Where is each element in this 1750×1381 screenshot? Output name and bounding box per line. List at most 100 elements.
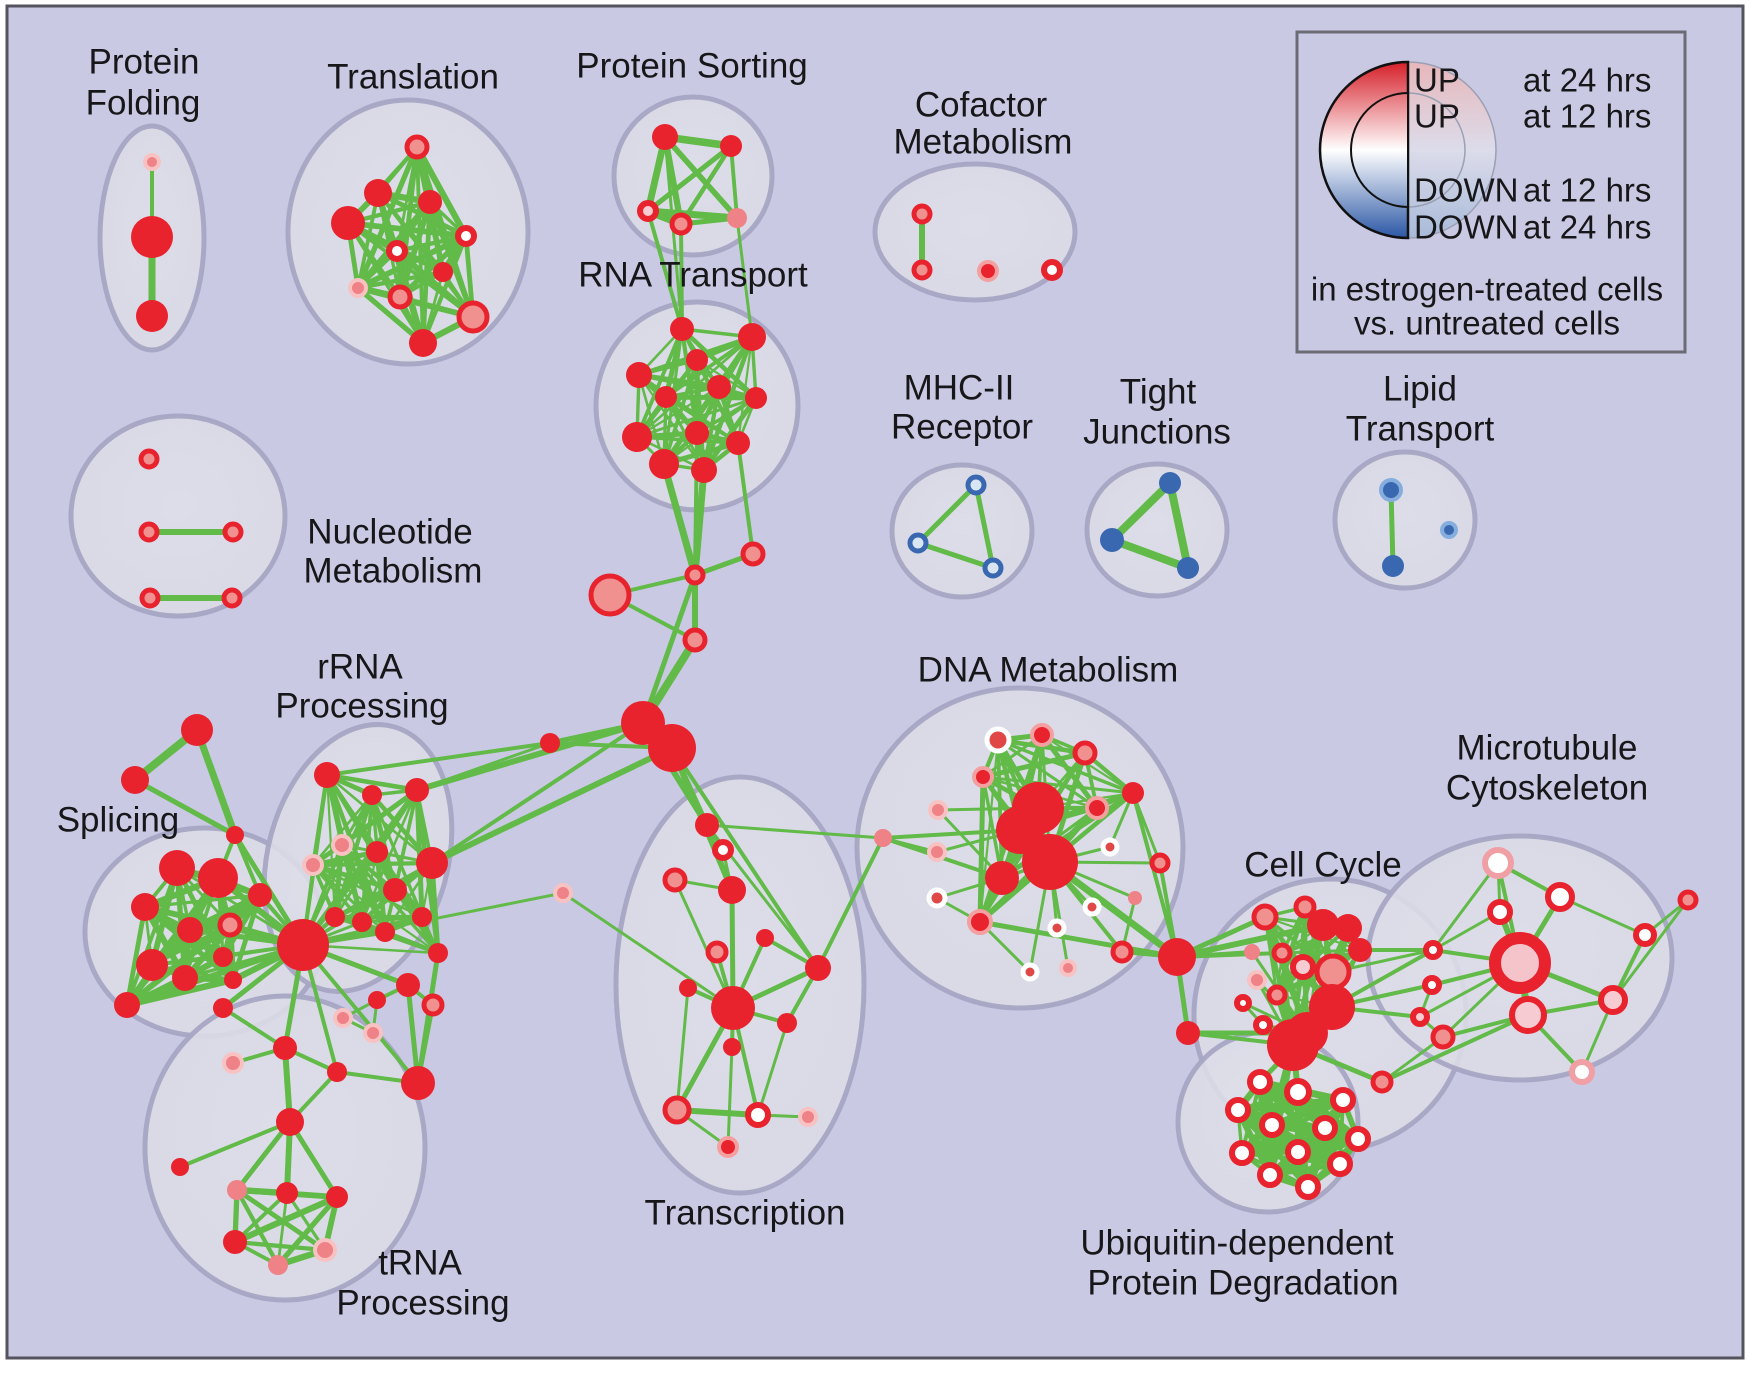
gene-node — [222, 1052, 244, 1074]
gene-node — [1345, 1126, 1371, 1152]
gene-node — [268, 1255, 288, 1275]
gene-node — [1247, 1069, 1273, 1095]
gene-node — [1487, 899, 1513, 925]
gene-node — [649, 449, 679, 479]
cluster-tight-junctions-label: Junctions — [1083, 413, 1231, 452]
gene-node — [331, 206, 365, 240]
legend-time-label: at 12 hrs — [1523, 98, 1651, 135]
gene-node — [1327, 1151, 1353, 1177]
gene-node — [383, 878, 407, 902]
gene-node — [121, 766, 149, 794]
gene-node — [1020, 962, 1040, 982]
cluster-rna-transport-label: RNA Transport — [578, 256, 808, 295]
gene-node — [685, 421, 709, 445]
cluster-cofactor-metabolism-label: Metabolism — [894, 123, 1073, 162]
gene-node — [138, 448, 160, 470]
gene-node — [1251, 903, 1279, 931]
gene-node — [540, 733, 560, 753]
gene-node — [1677, 889, 1699, 911]
gene-node — [662, 867, 688, 893]
gene-node — [362, 785, 382, 805]
gene-node — [1290, 954, 1316, 980]
cluster-trna-processing-label: Processing — [336, 1284, 509, 1323]
gene-node — [985, 861, 1019, 895]
gene-node — [691, 457, 717, 483]
gene-node — [1509, 996, 1547, 1034]
gene-node — [456, 300, 490, 334]
gene-node — [1271, 942, 1293, 964]
gene-node — [1177, 557, 1199, 579]
cluster-cofactor-metabolism-label: Cofactor — [915, 86, 1048, 125]
cluster-mhc-ii-receptor-ellipse — [889, 462, 1035, 600]
gene-node — [726, 431, 750, 455]
gene-node — [224, 971, 242, 989]
gene-node — [1110, 940, 1134, 964]
gene-node — [159, 850, 195, 886]
gene-node — [684, 564, 706, 586]
gene-node — [366, 841, 388, 863]
gene-node — [652, 124, 678, 150]
gene-node — [669, 212, 693, 236]
gene-node — [1410, 1007, 1430, 1027]
gene-node — [1059, 959, 1077, 977]
gene-node — [745, 387, 767, 409]
gene-node — [984, 726, 1012, 754]
gene-node — [1047, 918, 1067, 938]
gene-node — [1293, 895, 1317, 919]
legend-donut-sat-inner — [1350, 91, 1409, 209]
gene-node — [1379, 478, 1403, 502]
gene-node — [1247, 970, 1267, 990]
cluster-microtubule-cytoskeleton-label: Cytoskeleton — [1446, 769, 1648, 808]
gene-node — [1072, 740, 1098, 766]
gene-node — [1314, 953, 1352, 991]
gene-node — [139, 587, 161, 609]
gene-node — [553, 883, 573, 903]
gene-node — [136, 949, 168, 981]
gene-node — [711, 986, 755, 1030]
legend-direction-label: UP — [1414, 98, 1460, 135]
gene-node — [1122, 782, 1144, 804]
gene-node — [738, 323, 766, 351]
cluster-transcription-ellipse — [613, 774, 867, 1196]
gene-node — [313, 1238, 337, 1262]
gene-node — [368, 991, 386, 1009]
cluster-lipid-transport-label: Lipid — [1383, 370, 1457, 409]
gene-node — [928, 800, 948, 820]
gene-node — [1041, 259, 1063, 281]
gene-node — [1234, 994, 1252, 1012]
cluster-transcription-label: Transcription — [645, 1194, 846, 1233]
gene-node — [1284, 1078, 1312, 1106]
gene-node — [718, 876, 746, 904]
gene-node — [327, 1062, 347, 1082]
gene-node — [1482, 847, 1514, 879]
gene-node — [982, 557, 1004, 579]
legend-direction-label: UP — [1414, 62, 1460, 99]
cluster-ubiquitin-degradation-label: Ubiquitin-dependent — [1080, 1224, 1394, 1263]
gene-node — [273, 1036, 297, 1060]
gene-node — [409, 329, 437, 357]
gene-node — [213, 947, 233, 967]
gene-node — [911, 259, 933, 281]
gene-node — [277, 919, 329, 971]
gene-node — [1100, 528, 1124, 552]
gene-node — [1633, 923, 1657, 947]
gene-node — [1370, 1070, 1394, 1094]
gene-node — [364, 179, 392, 207]
gene-node — [363, 1023, 383, 1043]
gene-node — [723, 1038, 741, 1056]
gene-node — [416, 847, 448, 879]
gene-node — [213, 998, 233, 1018]
gene-node — [911, 203, 933, 225]
gene-node — [1285, 1139, 1311, 1165]
gene-node — [756, 929, 774, 947]
gene-node — [1307, 909, 1339, 941]
gene-node — [1259, 1112, 1285, 1138]
cluster-tight-junctions-label: Tight — [1120, 373, 1197, 412]
gene-node — [1244, 944, 1260, 960]
gene-node — [805, 955, 831, 981]
gene-node — [198, 858, 238, 898]
legend-direction-label: DOWN — [1414, 209, 1518, 246]
gene-node — [1330, 1087, 1356, 1113]
